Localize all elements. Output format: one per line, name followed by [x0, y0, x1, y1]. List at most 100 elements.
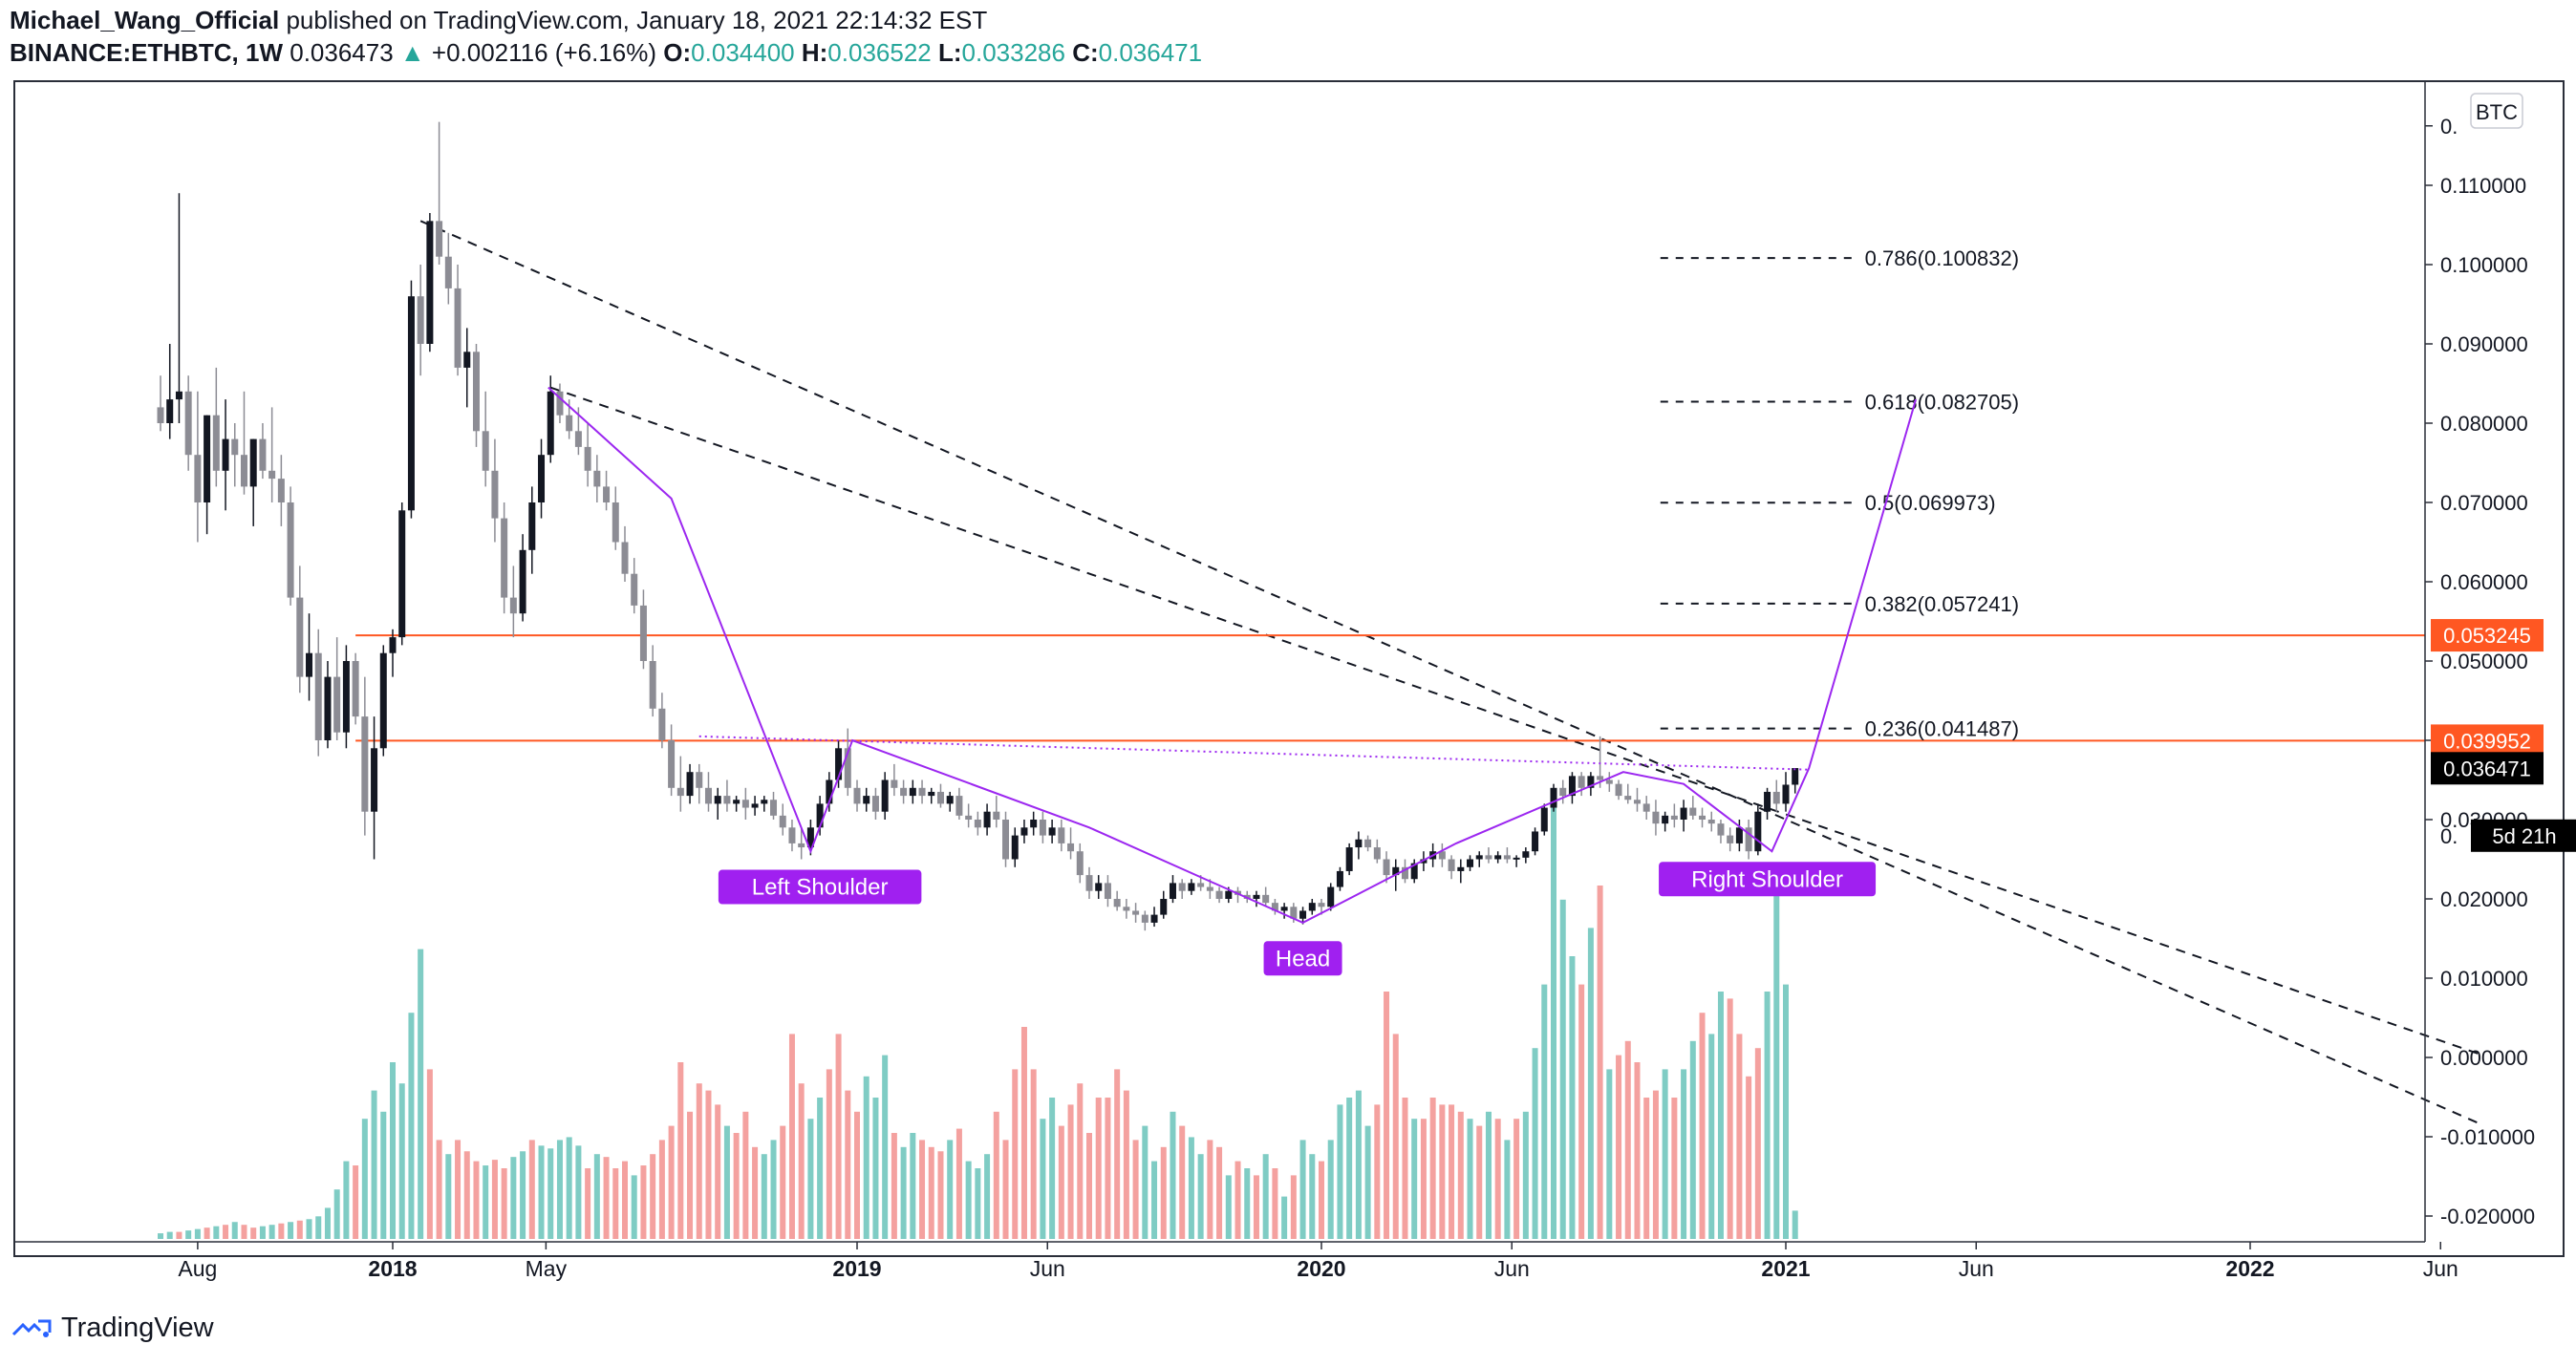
time-tick-label: 2020	[1297, 1256, 1345, 1281]
candle-body	[1364, 839, 1372, 848]
volume-bar	[1764, 992, 1771, 1239]
volume-bar	[603, 1157, 610, 1239]
candle-body	[1308, 903, 1316, 911]
volume-bar	[742, 1111, 749, 1239]
volume-bar	[1467, 1119, 1473, 1239]
volume-bar	[1494, 1119, 1501, 1239]
volume-bar	[845, 1090, 851, 1239]
close-label: C:	[1072, 38, 1099, 67]
candle-body	[844, 748, 851, 788]
volume-bar	[1652, 1090, 1659, 1239]
candle-body	[1745, 827, 1752, 852]
candle-body	[361, 716, 369, 812]
volume-bar	[1188, 1137, 1194, 1239]
volume-bar	[1253, 1175, 1259, 1239]
candle-body	[371, 748, 378, 812]
volume-bar	[788, 1034, 795, 1239]
volume-bar	[1281, 1196, 1288, 1239]
trendline-2	[549, 386, 2483, 1057]
volume-bar	[1429, 1098, 1436, 1239]
candle-body	[1792, 768, 1799, 785]
volume-bar	[1364, 1125, 1371, 1239]
candle-body	[714, 796, 721, 804]
volume-bar	[1681, 1069, 1687, 1239]
volume-bar	[231, 1222, 238, 1239]
candle-body	[538, 455, 546, 502]
volume-bar	[158, 1233, 163, 1239]
volume-bar	[306, 1219, 312, 1239]
candle-body	[1605, 779, 1613, 784]
time-tick-label: Jun	[1030, 1256, 1065, 1281]
volume-bar	[1624, 1040, 1631, 1239]
volume-bar	[1179, 1125, 1186, 1239]
candle-body	[1290, 907, 1298, 919]
candle-body	[342, 661, 350, 733]
volume-bar	[1578, 984, 1585, 1239]
candle-body	[936, 791, 944, 804]
volume-bar	[937, 1151, 944, 1239]
volume-bar	[733, 1133, 740, 1239]
candle-body	[909, 787, 916, 797]
candle-body	[1355, 839, 1363, 848]
candle-body	[1215, 890, 1223, 899]
candle-body	[1327, 886, 1335, 907]
symbol-label[interactable]: BINANCE:ETHBTC, 1W	[10, 38, 283, 67]
volume-bar	[593, 1154, 600, 1239]
volume-bar	[250, 1227, 257, 1239]
candle-body	[603, 486, 611, 502]
volume-bar	[575, 1145, 582, 1239]
candle-body	[454, 288, 462, 368]
candle-body	[1680, 807, 1687, 820]
candle-body	[733, 800, 741, 804]
volume-bar	[1197, 1154, 1204, 1239]
volume-bar	[408, 1013, 415, 1239]
candle-body	[1633, 800, 1641, 804]
level-layer	[355, 634, 2425, 742]
candle-body	[1578, 776, 1585, 788]
volume-bar	[1067, 1104, 1074, 1239]
neckline	[698, 735, 1810, 771]
candle-body	[501, 518, 508, 598]
volume-bar	[1114, 1069, 1121, 1239]
candle-body	[444, 256, 452, 288]
candle-body	[826, 779, 833, 804]
price-tick-label: 0.020000	[2440, 887, 2528, 911]
candle-body	[639, 605, 647, 661]
candle-body	[918, 787, 926, 797]
candle-body	[1095, 883, 1103, 891]
candle-body	[676, 787, 684, 797]
volume-bar	[1151, 1161, 1158, 1239]
volume-bar	[204, 1227, 210, 1239]
volume-bar	[491, 1160, 498, 1239]
volume-bar	[268, 1225, 275, 1239]
candle-body	[806, 827, 814, 848]
candle-body	[1559, 787, 1567, 797]
volume-bar	[984, 1154, 991, 1239]
volume-bar	[1783, 984, 1789, 1239]
tradingview-footer[interactable]: TradingView	[11, 1313, 214, 1344]
volume-bar	[1299, 1140, 1306, 1239]
candle-body	[1494, 855, 1502, 860]
candle-body	[1597, 776, 1604, 780]
volume-bar	[1439, 1104, 1446, 1239]
volume-bar	[1142, 1125, 1148, 1239]
candle-body	[1150, 914, 1158, 923]
volume-bar	[1616, 1055, 1622, 1239]
volume-bar	[176, 1231, 182, 1239]
volume-bar	[1699, 1013, 1706, 1239]
author-name[interactable]: Michael_Wang_Official	[10, 6, 280, 34]
candle-body	[1058, 827, 1065, 843]
candle-body	[1587, 776, 1595, 788]
volume-bar	[965, 1161, 972, 1239]
volume-bar	[259, 1226, 266, 1239]
fibonacci-layer: 0.786(0.100832) 0.618(0.082705) 0.5(0.0699…	[1660, 246, 2019, 741]
candle-body	[649, 661, 656, 709]
candle-body	[1336, 870, 1343, 887]
candle-body	[556, 391, 564, 416]
volume-bar	[1319, 1161, 1324, 1239]
candle-body	[352, 661, 359, 717]
volume-bar	[520, 1151, 526, 1239]
volume-bar	[538, 1145, 545, 1239]
volume-bar	[380, 1111, 387, 1239]
